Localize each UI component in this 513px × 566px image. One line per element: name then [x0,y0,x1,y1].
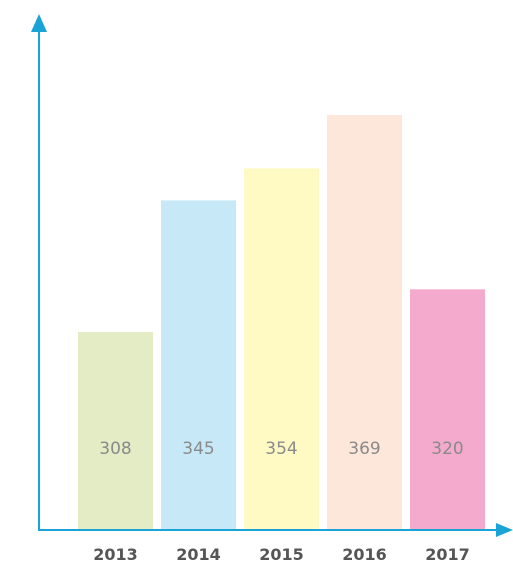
value-label-2016: 369 [348,439,380,459]
value-label-2013: 308 [99,439,131,459]
category-label-2016: 2016 [342,545,387,564]
value-label-2014: 345 [182,439,214,459]
category-labels: 2013 2014 2015 2016 2017 [93,545,470,564]
category-label-2015: 2015 [259,545,304,564]
bar-2016 [327,115,402,530]
category-label-2013: 2013 [93,545,138,564]
bar-2017 [410,289,485,530]
value-label-2017: 320 [431,439,463,459]
bar-2013 [78,332,153,530]
value-labels: 308 345 354 369 320 [99,439,463,459]
value-label-2015: 354 [265,439,297,459]
x-axis-arrow-icon [496,523,513,537]
category-label-2017: 2017 [425,545,470,564]
y-axis-arrow-icon [31,14,47,32]
bar-2014 [161,200,236,530]
bar-2015 [244,168,319,530]
bars-group [78,115,485,530]
category-label-2014: 2014 [176,545,221,564]
